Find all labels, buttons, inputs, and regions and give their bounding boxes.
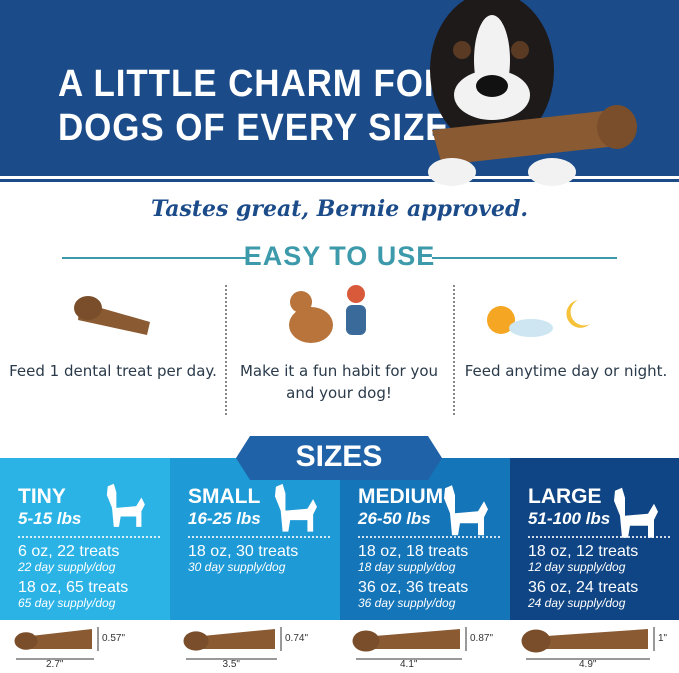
dog-silhouette-icon <box>274 483 317 532</box>
dental-treat-icon <box>352 627 467 660</box>
divider <box>528 536 670 538</box>
pack-size: 18 oz, 12 treats <box>528 543 639 560</box>
supply-duration: 22 day supply/dog <box>18 560 116 574</box>
treat-length: 3.5" <box>222 659 240 670</box>
chew-size-medium: 0.87" 4.1" <box>340 623 510 673</box>
divider <box>0 179 679 182</box>
pack-size: 6 oz, 22 treats <box>18 543 120 560</box>
divider <box>18 536 160 538</box>
treat-length: 2.7" <box>46 659 64 670</box>
weight-range: 16-25 lbs <box>188 509 261 528</box>
treat-height: 1" <box>658 633 668 644</box>
divider <box>432 257 617 259</box>
treat-height: 0.57" <box>102 633 126 644</box>
feature-anytime: Feed anytime day or night. <box>453 280 679 380</box>
pack-size: 36 oz, 24 treats <box>528 579 639 596</box>
dog-silhouette-icon <box>106 483 145 527</box>
chew-size-small: 0.74" 3.5" <box>170 623 340 673</box>
supply-duration: 24 day supply/dog <box>528 596 626 610</box>
supply-duration: 12 day supply/dog <box>528 560 626 574</box>
divider <box>225 285 227 415</box>
size-column-large: LARGE 51-100 lbs 18 oz, 12 treats 12 day … <box>510 458 679 620</box>
divider <box>62 257 247 259</box>
weight-range: 5-15 lbs <box>18 509 82 528</box>
size-name: MEDIUM <box>358 485 444 508</box>
supply-duration: 30 day supply/dog <box>188 560 286 574</box>
dental-treat-icon <box>14 627 99 660</box>
size-column-small: SMALL 16-25 lbs 18 oz, 30 treats 30 day s… <box>170 458 340 620</box>
divider <box>0 176 679 179</box>
treat-length: 4.9" <box>579 659 597 670</box>
size-column-medium: MEDIUM 26-50 lbs 18 oz, 18 treats 18 day … <box>340 458 510 620</box>
divider <box>453 285 455 415</box>
weight-range: 51-100 lbs <box>528 509 611 528</box>
bernese-dog-illustration <box>428 0 637 186</box>
pack-size: 18 oz, 18 treats <box>358 543 469 560</box>
feature-fun-habit: Make it a fun habit for you and your dog… <box>226 280 452 402</box>
supply-duration: 36 day supply/dog <box>358 596 456 610</box>
divider <box>0 182 679 185</box>
easy-to-use-heading: EASY TO USE <box>243 241 436 271</box>
size-name: LARGE <box>528 485 602 508</box>
supply-duration: 65 day supply/dog <box>18 596 116 610</box>
dog-silhouette-icon <box>444 485 488 536</box>
size-column-tiny: TINY 5-15 lbs 6 oz, 22 treats 22 day supp… <box>0 458 170 620</box>
treat-length: 4.1" <box>400 659 418 670</box>
dog-high-five-icon <box>289 285 366 343</box>
feature-daily-treat: Feed 1 dental treat per day. <box>0 280 226 380</box>
pack-size: 36 oz, 36 treats <box>358 579 469 596</box>
treat-height: 0.74" <box>285 633 309 644</box>
dental-treat-icon <box>74 296 150 335</box>
dog-silhouette-icon <box>614 487 658 538</box>
dental-treat-icon <box>183 627 282 660</box>
chew-size-tiny: 0.57" 2.7" <box>0 623 170 673</box>
treat-height: 0.87" <box>470 633 494 644</box>
pack-size: 18 oz, 65 treats <box>18 579 129 596</box>
dental-treat-icon <box>521 627 655 660</box>
pack-size: 18 oz, 30 treats <box>188 543 299 560</box>
tagline: Tastes great, Bernie approved. <box>150 196 529 222</box>
sizes-banner <box>236 436 442 480</box>
supply-duration: 18 day supply/dog <box>358 560 456 574</box>
size-name: SMALL <box>188 485 261 508</box>
weight-range: 26-50 lbs <box>358 509 431 528</box>
chew-size-large: 1" 4.9" <box>510 623 679 673</box>
sun-moon-icon <box>487 300 590 337</box>
page-title: A LITTLE CHARM FOR DOGS OF EVERY SIZE <box>58 63 451 149</box>
size-name: TINY <box>18 485 66 508</box>
divider <box>188 536 330 538</box>
divider <box>358 536 500 538</box>
